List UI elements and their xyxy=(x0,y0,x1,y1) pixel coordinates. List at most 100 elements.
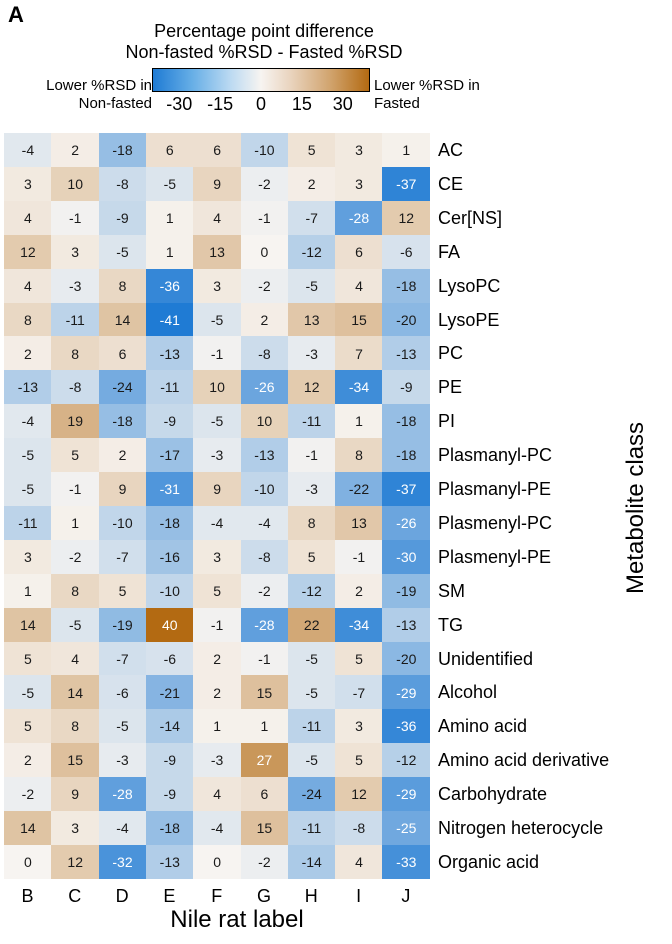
heatmap-cell: -3 xyxy=(193,743,241,778)
heatmap-cell: 5 xyxy=(4,641,52,676)
heatmap-cell: -7 xyxy=(335,675,383,710)
heatmap-cell: -28 xyxy=(335,200,383,236)
heatmap-cell: 1 xyxy=(4,573,52,609)
heatmap-cell: 8 xyxy=(98,268,147,303)
heatmap-cell: 6 xyxy=(98,336,147,371)
heatmap-cell: -1 xyxy=(51,200,100,236)
heatmap-cell: 6 xyxy=(145,133,194,168)
heatmap-cell: -5 xyxy=(287,675,336,710)
heatmap-cell: -13 xyxy=(382,607,431,642)
heatmap-cell: -1 xyxy=(193,336,241,371)
heatmap-cell: 5 xyxy=(335,743,383,778)
y-axis-label: Metabolite class xyxy=(622,421,649,595)
heatmap-cell: -5 xyxy=(98,709,147,744)
heatmap-cell: 14 xyxy=(51,675,100,710)
heatmap-cell: -1 xyxy=(240,200,289,236)
heatmap-cell: -5 xyxy=(193,302,241,337)
chart-title-line-1: Percentage point difference xyxy=(154,21,374,41)
heatmap-cell: 4 xyxy=(335,844,383,880)
panel-letter: A xyxy=(8,2,24,27)
heatmap-cell: -36 xyxy=(382,709,431,744)
heatmap-cell: -2 xyxy=(240,844,289,880)
heatmap-cell: 40 xyxy=(145,607,194,642)
row-label: PC xyxy=(438,343,464,364)
heatmap-cell: 12 xyxy=(335,777,383,812)
heatmap-cell: -11 xyxy=(287,709,336,744)
heatmap-cell: -18 xyxy=(98,404,147,439)
heatmap-cell: -30 xyxy=(382,539,431,575)
heatmap-cell: -5 xyxy=(287,641,336,676)
heatmap-cell: -19 xyxy=(382,573,431,609)
heatmap-cell: 12 xyxy=(287,370,336,405)
heatmap-cell: -24 xyxy=(98,370,147,405)
colorbar-tick-label: -15 xyxy=(207,94,234,114)
heatmap-cell: 14 xyxy=(4,811,52,846)
heatmap-cell: -36 xyxy=(145,268,194,303)
heatmap-cell: 3 xyxy=(335,709,383,744)
heatmap-cell: -21 xyxy=(145,675,194,710)
heatmap-cell: -7 xyxy=(98,539,147,575)
heatmap-cell: 9 xyxy=(51,777,100,812)
heatmap-cell: -22 xyxy=(335,472,383,507)
heatmap-cell: -1 xyxy=(51,472,100,507)
x-axis-label: Nile rat label xyxy=(170,906,304,933)
column-label: H xyxy=(304,886,318,906)
heatmap-cell: 15 xyxy=(335,302,383,337)
heatmap-cell: -3 xyxy=(51,268,100,303)
row-label: PI xyxy=(438,411,456,432)
heatmap-cell: -9 xyxy=(145,404,194,439)
heatmap-cell: -19 xyxy=(98,607,147,642)
heatmap-cell: 4 xyxy=(335,268,383,303)
row-label: Cer[NS] xyxy=(438,207,503,228)
colorbar xyxy=(152,68,370,92)
heatmap-cell: -26 xyxy=(240,370,289,405)
heatmap-cell: -11 xyxy=(145,370,194,405)
heatmap-cell: -18 xyxy=(98,133,147,168)
heatmap-cell: -37 xyxy=(382,472,431,507)
heatmap-cell: -8 xyxy=(240,336,289,371)
heatmap-cell: 5 xyxy=(51,438,100,473)
heatmap-cell: 9 xyxy=(193,472,241,507)
heatmap-cell: -7 xyxy=(287,200,336,236)
heatmap-cell: -10 xyxy=(240,472,289,507)
heatmap-cell: -5 xyxy=(98,234,147,270)
heatmap-cell: -1 xyxy=(335,539,383,575)
column-label: F xyxy=(211,886,223,906)
heatmap-cell: -12 xyxy=(287,573,336,609)
heatmap-cell: -14 xyxy=(287,844,336,880)
heatmap-cell: -11 xyxy=(51,302,100,337)
heatmap-cell: 3 xyxy=(51,811,100,846)
heatmap-cell: -24 xyxy=(287,777,336,812)
heatmap-cell: 10 xyxy=(193,370,241,405)
heatmap-cell: 3 xyxy=(193,268,241,303)
heatmap-cell: -5 xyxy=(145,166,194,202)
heatmap-cell: 6 xyxy=(240,777,289,812)
row-label: Nitrogen heterocycle xyxy=(438,818,604,838)
row-label: FA xyxy=(438,241,461,262)
heatmap-cell: -4 xyxy=(193,811,241,846)
heatmap-cell: 0 xyxy=(193,844,241,880)
heatmap-cell: 5 xyxy=(287,539,336,575)
heatmap-cell: 2 xyxy=(240,302,289,337)
heatmap-cell: -28 xyxy=(98,777,147,812)
row-label: Unidentified xyxy=(438,648,534,669)
heatmap-cell: -2 xyxy=(4,777,52,812)
heatmap-cell: 3 xyxy=(193,539,241,575)
heatmap-cell: 2 xyxy=(287,166,336,202)
heatmap-cell: -2 xyxy=(240,166,289,202)
heatmap-cell: -18 xyxy=(145,811,194,846)
heatmap-cell: -32 xyxy=(98,844,147,880)
heatmap-cell: -2 xyxy=(240,573,289,609)
heatmap-cell: -4 xyxy=(4,404,52,439)
colorbar-tick-label: 0 xyxy=(255,94,266,114)
heatmap-cell: 6 xyxy=(193,133,241,168)
heatmap-cell: -12 xyxy=(287,234,336,270)
heatmap-cell: 4 xyxy=(193,200,241,236)
colorbar-high-label-line-1: Lower %RSD in xyxy=(374,77,480,94)
heatmap-cell: 3 xyxy=(335,133,383,168)
row-label: Plasmenyl-PC xyxy=(438,512,553,533)
heatmap-cell: -13 xyxy=(4,370,52,405)
heatmap-cell: 2 xyxy=(98,438,147,473)
heatmap-cell: 3 xyxy=(4,166,52,202)
heatmap-cell: -9 xyxy=(98,200,147,236)
